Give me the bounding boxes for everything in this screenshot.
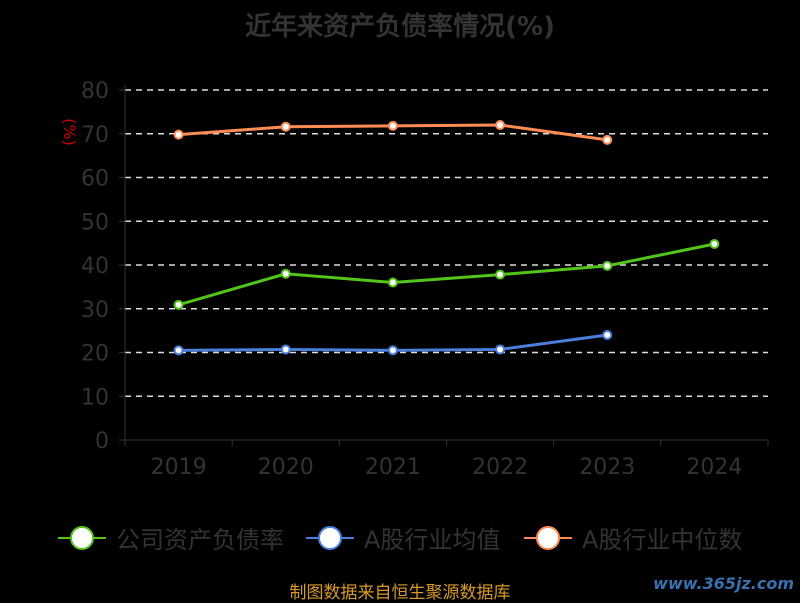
source-footer: 制图数据来自恒生聚源数据库 — [289, 583, 511, 603]
x-tick-label: 2020 — [258, 455, 314, 480]
data-point — [602, 260, 613, 271]
data-point — [280, 121, 291, 132]
y-tick-label: 0 — [95, 429, 109, 454]
x-tick-label: 2023 — [579, 455, 635, 480]
data-point — [387, 277, 398, 288]
y-tick-label: 60 — [81, 167, 109, 192]
y-axis-label: (%) — [60, 118, 79, 146]
data-point — [280, 268, 291, 279]
chart-title: 近年来资产负债率情况(%) — [245, 12, 555, 42]
data-point — [387, 120, 398, 131]
y-tick-label: 70 — [81, 123, 109, 148]
data-point — [387, 345, 398, 356]
data-point — [173, 129, 184, 140]
y-tick-label: 40 — [81, 254, 109, 279]
data-point — [173, 299, 184, 310]
legend-item-company[interactable]: 公司资产负债率 — [58, 520, 284, 555]
series-line — [178, 242, 715, 307]
legend-label: A股行业中位数 — [582, 526, 743, 554]
y-tick-label: 10 — [81, 385, 109, 410]
y-tick-label: 20 — [81, 342, 109, 367]
data-point — [602, 330, 613, 340]
x-tick-label: 2024 — [686, 455, 742, 480]
legend-item-mean[interactable]: A股行业均值 — [306, 520, 500, 555]
watermark: www.365jz.com — [653, 574, 794, 593]
legend-label: 公司资产负债率 — [116, 526, 284, 554]
legend-label: A股行业均值 — [364, 526, 501, 554]
legend-item-median[interactable]: A股行业中位数 — [524, 520, 742, 555]
x-tick-label: 2022 — [472, 455, 528, 480]
data-point — [495, 344, 506, 355]
x-tick-label: 2021 — [365, 455, 421, 480]
y-tick-label: 50 — [81, 210, 109, 235]
y-tick-label: 30 — [81, 298, 109, 323]
data-point — [495, 269, 506, 280]
data-point — [495, 120, 506, 130]
data-point — [280, 344, 291, 355]
x-tick-label: 2019 — [151, 455, 207, 480]
data-point — [602, 134, 613, 145]
y-tick-label: 80 — [81, 79, 109, 104]
data-point — [173, 345, 184, 356]
data-point — [709, 239, 720, 249]
